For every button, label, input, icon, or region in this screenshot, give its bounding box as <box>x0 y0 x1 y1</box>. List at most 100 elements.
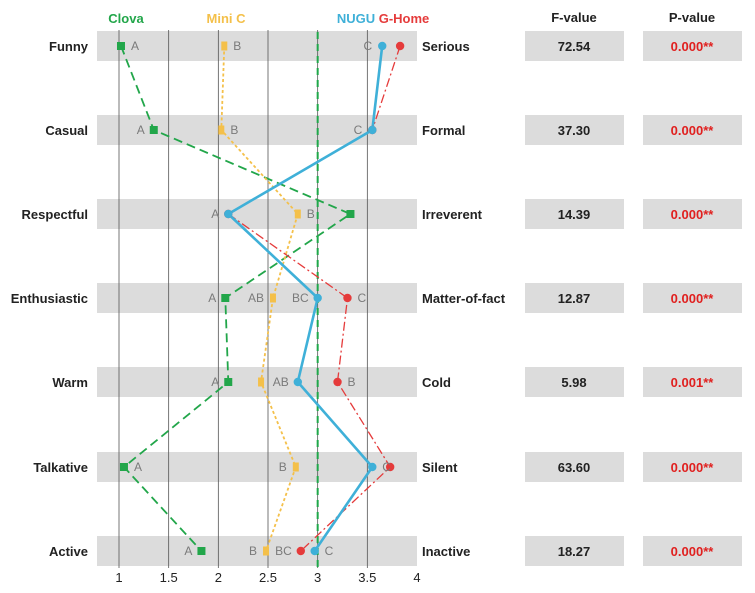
data-point <box>296 546 305 556</box>
left-label: Funny <box>49 39 89 54</box>
right-label: Cold <box>422 375 451 390</box>
data-point <box>221 41 228 51</box>
data-point <box>310 546 319 556</box>
data-point <box>258 377 265 387</box>
p-value: 0.000** <box>671 123 715 138</box>
group-letter: B <box>279 460 287 474</box>
data-point <box>346 210 355 218</box>
group-letter: A <box>211 207 219 221</box>
data-point <box>292 462 299 472</box>
p-value: 0.000** <box>671 207 715 222</box>
group-letter: B <box>307 207 315 221</box>
left-label: Talkative <box>33 460 88 475</box>
f-value: 14.39 <box>558 207 591 222</box>
f-value-header: F-value <box>551 10 597 25</box>
data-point <box>385 462 395 472</box>
group-letter: A <box>137 123 145 137</box>
f-value-cell <box>525 367 624 397</box>
group-letter: A <box>131 39 139 53</box>
row-band <box>97 536 417 566</box>
row-band <box>97 367 417 397</box>
f-value-cell <box>525 452 624 482</box>
left-label: Respectful <box>22 207 88 222</box>
data-point <box>197 547 206 555</box>
group-letter: BC <box>292 291 309 305</box>
group-letter: A <box>134 460 142 474</box>
x-tick-label: 4 <box>413 570 420 585</box>
f-value-cell <box>525 199 624 229</box>
group-letter: A <box>208 291 216 305</box>
data-point <box>294 209 301 219</box>
row-band <box>97 199 417 229</box>
p-value-cell <box>643 199 742 229</box>
row-band <box>97 283 417 313</box>
f-value: 12.87 <box>558 291 591 306</box>
x-tick-label: 3 <box>314 570 321 585</box>
group-letter: C <box>354 123 363 137</box>
right-label: Inactive <box>422 544 470 559</box>
f-value-cell <box>525 283 624 313</box>
data-point <box>149 126 158 134</box>
data-point <box>119 463 128 471</box>
group-letter: B <box>348 375 356 389</box>
legend-entry: G-Home <box>379 11 430 26</box>
group-letter: C <box>382 460 391 474</box>
f-value-cell <box>525 536 624 566</box>
right-label: Silent <box>422 460 458 475</box>
data-point <box>368 462 377 472</box>
p-value-cell <box>643 283 742 313</box>
p-value: 0.000** <box>671 460 715 475</box>
group-letter: B <box>249 544 257 558</box>
left-label: Warm <box>52 375 88 390</box>
row-band <box>97 31 417 61</box>
group-letter: B <box>233 39 241 53</box>
p-value-cell <box>643 115 742 145</box>
p-value-header: P-value <box>669 10 715 25</box>
p-value-cell <box>643 367 742 397</box>
p-value: 0.000** <box>671 544 715 559</box>
data-point <box>269 293 276 303</box>
group-letter: C <box>357 291 366 305</box>
data-point <box>378 41 387 51</box>
f-value: 18.27 <box>558 544 591 559</box>
f-value-cell <box>525 31 624 61</box>
data-point <box>221 294 230 302</box>
right-label: Matter-of-fact <box>422 291 506 306</box>
data-point <box>218 125 225 135</box>
data-point <box>116 42 125 50</box>
data-point <box>224 378 233 386</box>
p-value-cell <box>643 452 742 482</box>
p-value: 0.001** <box>671 375 715 390</box>
x-tick-label: 1 <box>115 570 122 585</box>
data-point <box>333 377 342 387</box>
f-value: 63.60 <box>558 460 591 475</box>
p-value-cell <box>643 536 742 566</box>
left-label: Enthusiastic <box>11 291 88 306</box>
group-letter: B <box>230 123 238 137</box>
legend-entry: Mini C <box>207 11 247 26</box>
f-value: 72.54 <box>558 39 591 54</box>
left-label: Casual <box>45 123 88 138</box>
group-letter: BC <box>275 544 292 558</box>
x-tick-label: 2.5 <box>259 570 277 585</box>
p-value: 0.000** <box>671 291 715 306</box>
data-point <box>263 546 270 556</box>
p-value-cell <box>643 31 742 61</box>
group-letter: A <box>184 544 192 558</box>
right-label: Irreverent <box>422 207 483 222</box>
data-point <box>313 293 322 303</box>
f-value: 5.98 <box>561 375 586 390</box>
data-point <box>395 41 405 51</box>
data-point <box>224 209 233 219</box>
group-letter: A <box>211 375 219 389</box>
right-label: Serious <box>422 39 470 54</box>
group-letter: AB <box>248 291 264 305</box>
x-tick-label: 3.5 <box>358 570 376 585</box>
group-letter: AB <box>273 375 289 389</box>
data-point <box>343 293 352 303</box>
group-letter: C <box>364 39 373 53</box>
data-point <box>368 125 377 135</box>
right-label: Formal <box>422 123 465 138</box>
data-point <box>293 377 302 387</box>
